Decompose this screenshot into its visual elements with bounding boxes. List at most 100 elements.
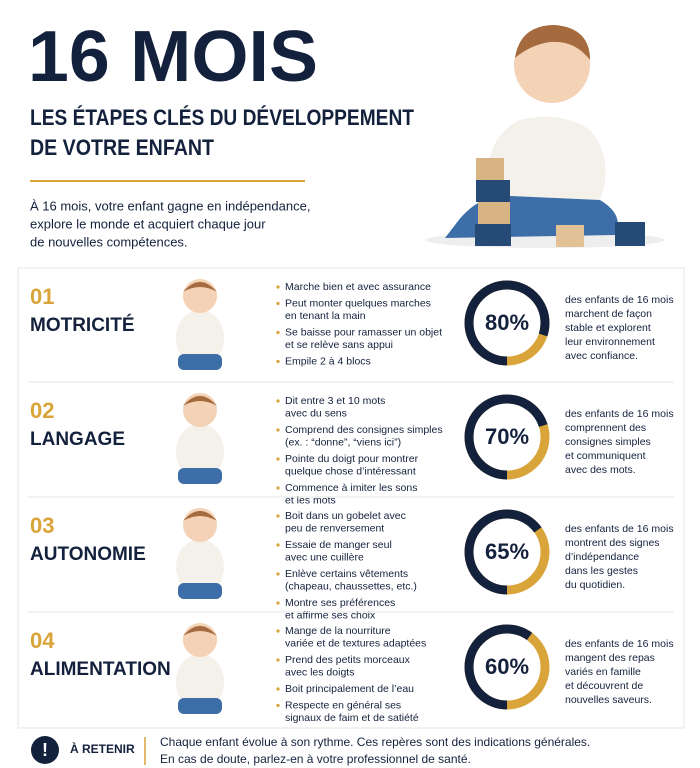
description: d’indépendance bbox=[565, 551, 639, 563]
card bbox=[17, 267, 685, 729]
child-hair bbox=[183, 626, 217, 636]
description: dans les gestes bbox=[565, 565, 638, 577]
section-number: 04 bbox=[30, 628, 55, 653]
child-body bbox=[176, 539, 224, 595]
bullet-dot bbox=[276, 703, 280, 708]
bullet-text: Comprend des consignes simples bbox=[285, 424, 443, 436]
bullet-dot bbox=[276, 601, 280, 605]
bullet-text: avec du sens bbox=[285, 407, 347, 419]
ring-value bbox=[464, 394, 550, 480]
child-hair bbox=[183, 396, 217, 406]
description: et découvrent de bbox=[565, 680, 643, 692]
alert-icon bbox=[31, 736, 59, 764]
section-label: ALIMENTATION bbox=[30, 659, 171, 680]
subtitle: DE VOTRE ENFANT bbox=[30, 135, 214, 160]
description: leur environnement bbox=[565, 336, 655, 348]
title: 16 MOIS bbox=[28, 17, 318, 97]
bullet-dot bbox=[276, 399, 280, 403]
bullet-text: variée et de textures adaptées bbox=[285, 637, 426, 649]
section-label: MOTRICITÉ bbox=[30, 314, 135, 336]
bullet-dot bbox=[276, 543, 280, 547]
bullet-text: Commence à imiter les sons bbox=[285, 482, 417, 494]
description: du quotidien. bbox=[565, 579, 625, 591]
alert-mark: ! bbox=[42, 740, 48, 760]
bullet-dot bbox=[276, 629, 280, 633]
intro: explore le monde et acquiert chaque jour bbox=[30, 216, 266, 231]
bullet-text: peu de renversement bbox=[285, 522, 384, 534]
bullet-text: signaux de faim et de satiété bbox=[285, 712, 419, 724]
bullet-text: avec une cuillère bbox=[285, 551, 364, 563]
ring-value bbox=[464, 280, 550, 366]
section-label: LANGAGE bbox=[30, 429, 125, 450]
ring-label: 70% bbox=[485, 424, 529, 449]
ring-value bbox=[464, 509, 550, 595]
description: des enfants de 16 mois bbox=[565, 408, 674, 420]
bullet-text: Dit entre 3 et 10 mots bbox=[285, 395, 385, 407]
description: avec confiance. bbox=[565, 350, 638, 362]
description: variés en famille bbox=[565, 666, 641, 678]
description: et communiquent bbox=[565, 450, 646, 462]
bullet-dot bbox=[276, 486, 280, 490]
bullet-dot bbox=[276, 301, 280, 306]
child-legs bbox=[178, 354, 222, 370]
child-legs bbox=[178, 583, 222, 599]
bullet-text: Se baisse pour ramasser un objet bbox=[285, 326, 442, 338]
description: marchent de façon bbox=[565, 308, 652, 320]
child-legs bbox=[178, 698, 222, 714]
description: avec des mots. bbox=[565, 464, 636, 476]
bullet-text: Essaie de manger seul bbox=[285, 539, 392, 551]
bullet-text: et se relève sans appui bbox=[285, 339, 393, 351]
description: des enfants de 16 mois bbox=[565, 638, 674, 650]
child-body bbox=[176, 310, 224, 366]
bullet-text: Respecte en général ses bbox=[285, 699, 401, 711]
bullet-text: Montre ses préférences bbox=[285, 597, 395, 609]
child-body bbox=[176, 424, 224, 480]
bullet-text: Boit dans un gobelet avec bbox=[285, 510, 406, 522]
footer-text: Chaque enfant évolue à son rythme. Ces r… bbox=[160, 735, 590, 749]
hero-image bbox=[425, 25, 665, 248]
bullet-dot bbox=[276, 687, 280, 691]
description: stable et explorent bbox=[565, 322, 651, 334]
child-hair bbox=[183, 282, 217, 292]
bullet-dot bbox=[276, 572, 280, 576]
bullet-dot bbox=[276, 514, 280, 518]
description: des enfants de 16 mois bbox=[565, 523, 674, 535]
bullet-dot bbox=[276, 359, 280, 364]
bullet-dot bbox=[276, 285, 280, 289]
bullet-dot bbox=[276, 658, 280, 662]
section-number: 02 bbox=[30, 398, 54, 423]
bullet-dot bbox=[276, 428, 280, 432]
bullet-text: Marche bien et avec assurance bbox=[285, 281, 431, 293]
description: comprennent des bbox=[565, 422, 646, 434]
intro: de nouvelles compétences. bbox=[30, 234, 188, 249]
ring-label: 65% bbox=[485, 539, 529, 564]
child-legs bbox=[178, 468, 222, 484]
bullet-text: et les mots bbox=[285, 494, 336, 506]
bullet-text: Mange de la nourriture bbox=[285, 625, 391, 637]
bullet-text: et affirme ses choix bbox=[285, 609, 376, 621]
ring-label: 80% bbox=[485, 310, 529, 335]
description: montrent des signes bbox=[565, 537, 660, 549]
bullet-text: Empile 2 à 4 blocs bbox=[285, 355, 371, 367]
bullet-dot bbox=[276, 457, 280, 461]
section-number: 01 bbox=[30, 284, 54, 309]
intro: À 16 mois, votre enfant gagne en indépen… bbox=[30, 198, 310, 213]
bullet-text: avec les doigts bbox=[285, 666, 354, 678]
description: consignes simples bbox=[565, 436, 651, 448]
bullet-text: Prend des petits morceaux bbox=[285, 654, 411, 666]
bullet-text: Enlève certains vêtements bbox=[285, 568, 408, 580]
bullet-text: en tenant la main bbox=[285, 310, 366, 322]
footer-label: À RETENIR bbox=[70, 741, 135, 756]
section-number: 03 bbox=[30, 513, 54, 538]
bullet-text: (ex. : “donne”, “viens ici”) bbox=[285, 436, 401, 448]
description: des enfants de 16 mois bbox=[565, 294, 674, 306]
bullet-text: Peut monter quelques marches bbox=[285, 297, 431, 309]
bullet-text: quelque chose d’intéressant bbox=[285, 465, 416, 477]
bullet-text: Boit principalement de l’eau bbox=[285, 683, 414, 695]
bullet-text: (chapeau, chaussettes, etc.) bbox=[285, 580, 417, 592]
child-hair bbox=[183, 511, 217, 521]
footer-text: En cas de doute, parlez-en à votre profe… bbox=[160, 752, 471, 766]
bullet-text: Pointe du doigt pour montrer bbox=[285, 453, 419, 465]
description: nouvelles saveurs. bbox=[565, 694, 652, 706]
